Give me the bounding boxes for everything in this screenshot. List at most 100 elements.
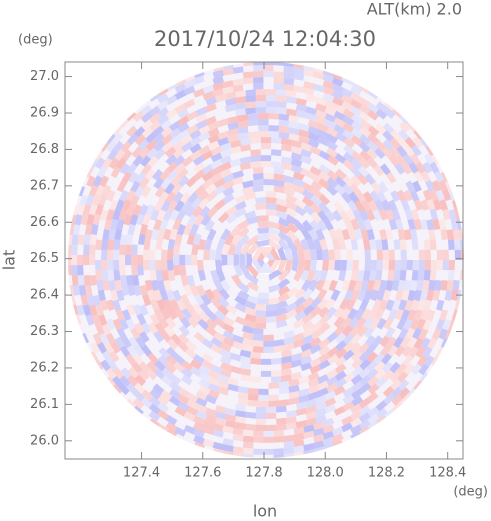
echo-cell <box>359 299 369 311</box>
echo-cell <box>227 243 237 256</box>
echo-cell <box>366 117 379 129</box>
echo-cell <box>409 189 420 202</box>
echo-cell <box>447 239 455 250</box>
echo-cell <box>300 161 313 172</box>
echo-cell <box>173 254 180 266</box>
echo-cell <box>458 279 463 291</box>
echo-cell <box>352 209 363 221</box>
echo-cell <box>416 318 426 331</box>
echo-cell <box>409 318 420 331</box>
echo-cell <box>254 209 266 217</box>
echo-cell <box>234 316 247 326</box>
echo-cell <box>453 270 461 281</box>
echo-cell <box>275 198 288 207</box>
echo-cell <box>77 234 85 245</box>
echo-cell <box>89 244 96 255</box>
echo-cell <box>364 173 376 185</box>
echo-cell <box>224 401 237 410</box>
echo-cell <box>357 325 368 338</box>
echo-cell <box>205 183 217 195</box>
echo-cell <box>112 189 123 202</box>
echo-cell <box>263 454 274 458</box>
echo-cell <box>364 260 371 271</box>
echo-cell <box>101 239 109 250</box>
echo-cell <box>153 368 166 380</box>
echo-cell <box>315 228 326 241</box>
echo-cell <box>326 331 339 343</box>
echo-cell <box>165 289 175 302</box>
echo-cell <box>283 342 295 352</box>
echo-cell <box>145 139 158 152</box>
echo-cell <box>210 357 223 368</box>
echo-cell <box>327 162 339 174</box>
echo-cell <box>183 92 196 102</box>
echo-cell <box>351 395 364 407</box>
echo-cell <box>290 158 303 168</box>
echo-cell <box>334 249 341 260</box>
echo-cell <box>394 260 401 271</box>
echo-cell <box>159 169 171 181</box>
echo-cell <box>225 91 237 100</box>
echo-cell <box>159 289 169 302</box>
echo-cell <box>444 328 452 339</box>
echo-cell <box>263 340 274 347</box>
echo-cell <box>252 334 264 341</box>
echo-cell <box>217 124 230 134</box>
echo-cell <box>235 416 247 424</box>
echo-cell <box>221 243 230 256</box>
echo-cell <box>167 260 174 271</box>
echo-cell <box>298 129 310 138</box>
echo-cell <box>366 279 375 292</box>
echo-cell <box>294 198 307 209</box>
echo-cell <box>205 401 217 411</box>
altitude-annotation: ALT(km) 2.0 <box>367 0 462 19</box>
echo-cell <box>254 203 266 210</box>
echo-cell <box>273 430 285 437</box>
echo-cell <box>222 425 234 434</box>
echo-cell <box>116 289 125 302</box>
echo-cell <box>300 148 312 158</box>
echo-cell <box>245 101 256 109</box>
echo-cell <box>127 284 136 297</box>
echo-cell <box>138 361 151 373</box>
echo-cell <box>341 94 353 105</box>
echo-cell <box>146 331 157 343</box>
echo-cell <box>352 249 359 260</box>
echo-cell <box>280 138 292 146</box>
echo-cell <box>216 270 226 283</box>
echo-cell <box>161 270 169 282</box>
echo-cell <box>214 112 227 122</box>
echo-cell <box>244 204 257 213</box>
echo-cell <box>294 288 306 300</box>
echo-cell <box>350 431 361 439</box>
echo-cell <box>405 239 413 251</box>
echo-cell <box>138 275 146 287</box>
echo-cell <box>273 77 285 84</box>
echo-cell <box>119 189 129 202</box>
echo-cell <box>322 417 335 427</box>
echo-cell <box>97 289 106 301</box>
echo-cell <box>266 107 277 114</box>
echo-cell <box>351 143 364 155</box>
echo-cell <box>436 346 444 357</box>
echo-cell <box>276 101 287 109</box>
echo-cell <box>150 228 159 241</box>
echo-cell <box>98 194 108 206</box>
echo-cell <box>342 175 355 187</box>
echo-cell <box>369 239 377 250</box>
echo-cell <box>212 88 224 98</box>
echo-cell <box>266 310 278 317</box>
echo-cell <box>416 280 424 291</box>
echo-cell <box>285 194 298 204</box>
echo-cell <box>227 128 239 137</box>
echo-cell <box>308 228 319 241</box>
echo-cell <box>326 133 338 144</box>
echo-cell <box>333 385 346 396</box>
echo-cell <box>253 77 264 84</box>
echo-cell <box>253 442 264 449</box>
echo-cell <box>446 229 454 240</box>
echo-cell <box>157 402 169 414</box>
echo-cell <box>179 254 186 266</box>
echo-cell <box>362 191 374 203</box>
echo-cell <box>332 209 343 222</box>
